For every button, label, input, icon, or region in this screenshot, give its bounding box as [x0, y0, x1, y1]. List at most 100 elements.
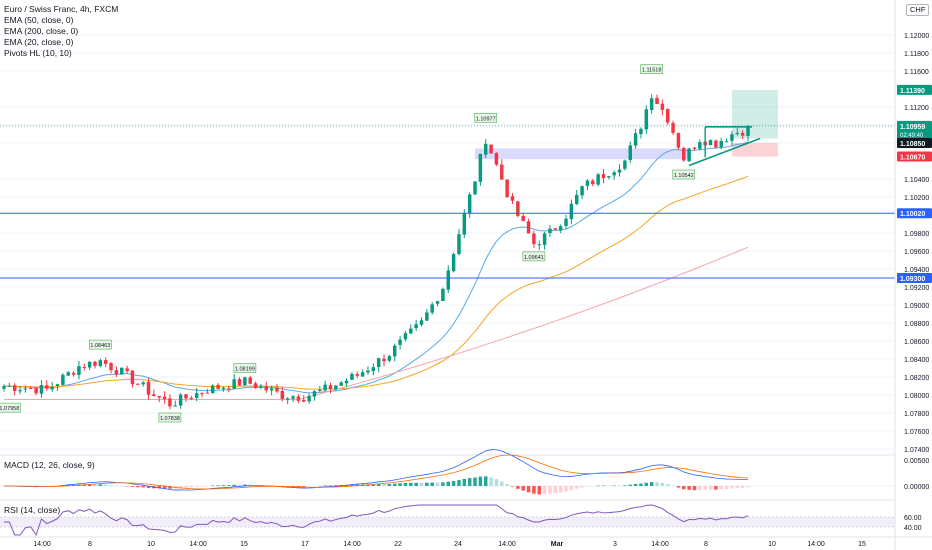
candle-body	[259, 386, 263, 388]
candle-body	[307, 395, 311, 402]
candle-body	[462, 212, 467, 235]
macd-histogram-bar	[350, 484, 354, 486]
macd-histogram-bar	[585, 486, 590, 487]
macd-histogram-bar	[489, 477, 493, 486]
candle-body	[103, 360, 108, 364]
candle-body	[23, 388, 28, 390]
macd-histogram-bar	[93, 484, 97, 486]
candle-body	[162, 396, 167, 400]
candle-body	[676, 133, 681, 148]
candle-body	[248, 377, 252, 384]
price-label: 1.10959	[900, 124, 925, 131]
candle-body	[371, 367, 376, 372]
candle-body	[55, 384, 60, 386]
price-tick: 1.11800	[904, 51, 929, 58]
candle-body	[483, 143, 488, 155]
candle-body	[719, 141, 723, 148]
macd-histogram-bar	[382, 483, 386, 486]
candle-body	[441, 288, 445, 302]
macd-histogram-bar	[66, 484, 70, 486]
rsi-band	[0, 517, 895, 527]
candle-body	[136, 383, 140, 385]
pivot-labels: 1.07958 1.08463 1.07838 1.08199 1.10977 1.096…	[0, 64, 696, 423]
candle-body	[505, 179, 509, 197]
candle-body	[569, 203, 574, 220]
rsi-tick: 60.00	[904, 515, 922, 522]
rsi-tick: 40.00	[904, 525, 922, 532]
macd-histogram-bar	[392, 483, 397, 486]
price-tick: 1.09400	[904, 267, 929, 274]
macd-tick: 0.00000	[904, 484, 929, 491]
macd-histogram-bar	[312, 486, 317, 487]
candle-body	[607, 176, 611, 178]
indicator-pivots[interactable]: Pivots HL (10, 10)	[4, 48, 72, 58]
candle-body	[746, 125, 750, 137]
macd-histogram-bar	[596, 485, 600, 487]
candle-body	[457, 234, 461, 255]
macd-histogram-bar	[430, 482, 434, 486]
candle-body	[430, 304, 434, 313]
candle-body	[537, 244, 541, 246]
candle-body	[280, 391, 285, 399]
price-tick: 1.07400	[904, 447, 929, 454]
stop-zone	[731, 143, 778, 157]
candle-body	[489, 144, 493, 154]
macd-histogram-bar	[676, 486, 681, 488]
candle-body	[50, 386, 54, 390]
macd-histogram-bar	[708, 486, 713, 490]
signal-line	[3, 454, 749, 490]
macd-histogram-bar	[687, 486, 691, 490]
target-zone	[731, 89, 778, 139]
macd-histogram-bar	[355, 484, 360, 486]
macd-histogram-bar	[655, 482, 659, 486]
macd-histogram-bar	[558, 486, 563, 493]
candle-body	[446, 270, 450, 290]
indicator-ema50[interactable]: EMA (50, close, 0)	[4, 15, 74, 25]
macd-histogram-bar	[120, 485, 124, 487]
candle-body	[435, 301, 440, 304]
currency-badge[interactable]: CHF	[906, 4, 930, 16]
rsi-pane	[0, 499, 895, 537]
indicator-ema20[interactable]: EMA (20, close, 0)	[4, 37, 74, 47]
macd-histogram-bar	[500, 481, 504, 486]
candle-body	[516, 201, 520, 216]
candle-body	[665, 108, 670, 123]
indicator-ema200[interactable]: EMA (200, close, 0)	[4, 26, 79, 36]
rsi-title[interactable]: RSI (14, close)	[4, 505, 61, 515]
macd-histogram-bar	[521, 486, 525, 491]
price-tick: 1.07600	[904, 429, 929, 436]
time-tick: 14:00	[189, 541, 207, 548]
candle-body	[451, 254, 456, 272]
candle-body	[243, 377, 247, 386]
pivot-label: 1.10542	[674, 173, 694, 179]
price-label: 1.10850	[900, 141, 925, 148]
candle-body	[671, 122, 675, 133]
candle-body	[296, 396, 301, 401]
macd-histogram-bar	[724, 486, 729, 490]
candle-body	[200, 393, 204, 395]
ema200-line	[4, 246, 749, 400]
macd-histogram-bar	[639, 483, 643, 486]
time-tick: 15	[240, 541, 248, 548]
macd-histogram-bar	[398, 483, 402, 486]
symbol-title[interactable]: Euro / Swiss Franc, 4h, FXCM	[4, 4, 119, 14]
price-label: 1.11390	[900, 88, 925, 95]
candle-body	[318, 389, 322, 391]
macd-histogram-bar	[328, 485, 333, 486]
macd-title[interactable]: MACD (12, 26, close, 9)	[4, 460, 95, 470]
candle-body	[7, 385, 12, 387]
ema20-line	[3, 141, 749, 394]
time-tick: 3	[613, 541, 617, 548]
macd-histogram-bar	[505, 484, 509, 486]
macd-histogram-bar	[109, 485, 113, 486]
macd-histogram-bar	[387, 483, 392, 486]
candle-body	[409, 328, 413, 334]
macd-histogram-bar	[291, 486, 295, 487]
price-label-box	[897, 273, 932, 283]
macd-histogram-bar	[414, 482, 418, 486]
candle-body	[98, 360, 103, 367]
candle-body	[601, 174, 606, 179]
candle-body	[339, 382, 343, 386]
candle-body	[478, 153, 483, 182]
